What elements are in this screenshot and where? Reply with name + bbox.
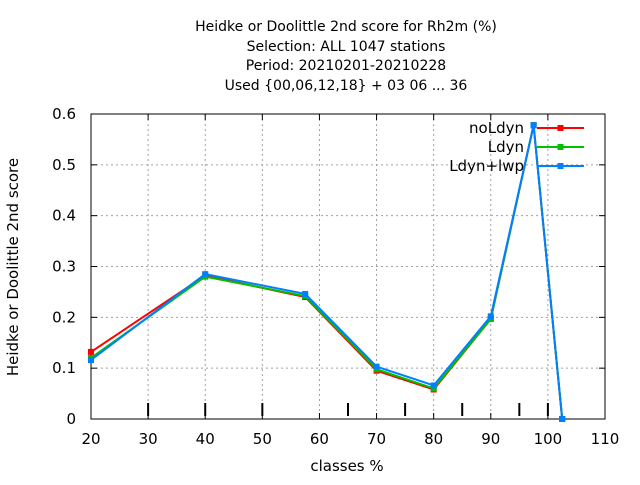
data-point	[202, 271, 209, 278]
data-point	[487, 313, 494, 320]
data-point	[559, 416, 566, 422]
data-point	[430, 385, 437, 392]
y-tick-label: 0	[66, 410, 76, 428]
data-point	[88, 348, 94, 355]
legend-label: noLdyn	[469, 119, 524, 137]
data-point	[302, 290, 309, 297]
class-marker-ticks	[147, 403, 549, 416]
x-tick-label: 30	[139, 430, 158, 448]
axes: 20 30 40 50 60 70 80 90 100 110 0 0.1 0.2 0.3 0.4 0.5 0.…	[52, 105, 619, 448]
x-axis-label: classes %	[310, 457, 383, 475]
data-point	[88, 357, 94, 364]
x-tick-label: 90	[481, 430, 500, 448]
y-tick-label: 0.5	[52, 156, 76, 174]
x-tick-label: 20	[81, 430, 100, 448]
series-lines	[88, 122, 566, 422]
x-tick-label: 110	[591, 430, 620, 448]
legend-label: Ldyn	[488, 138, 524, 156]
data-point	[373, 363, 380, 370]
y-axis-label: Heidke or Doolittle 2nd score	[4, 158, 22, 376]
title-line-3: Period: 20210201-20210228	[246, 58, 446, 74]
title-line-2: Selection: ALL 1047 stations	[247, 39, 446, 55]
y-tick-label: 0.4	[52, 207, 76, 225]
y-tick-label: 0.2	[52, 308, 76, 326]
data-point	[430, 382, 437, 389]
legend-marker	[557, 125, 564, 131]
legend-label: Ldyn+lwp	[449, 157, 524, 175]
series-ldyn-lwp	[88, 122, 566, 422]
data-point	[530, 122, 537, 129]
x-tick-label: 50	[253, 430, 272, 448]
x-tick-label: 40	[196, 430, 215, 448]
chart-title: Heidke or Doolittle 2nd score for Rh2m (…	[195, 19, 497, 94]
x-tick-label: 80	[424, 430, 443, 448]
y-tick-label: 0.1	[52, 359, 76, 377]
x-tick-label: 70	[367, 430, 386, 448]
y-tick-label: 0.3	[52, 258, 76, 276]
title-line-1: Heidke or Doolittle 2nd score for Rh2m (…	[195, 19, 497, 35]
grid	[91, 114, 605, 419]
legend-marker	[557, 163, 564, 169]
x-tick-label: 100	[534, 430, 563, 448]
y-tick-label: 0.6	[52, 105, 76, 123]
x-tick-label: 60	[310, 430, 329, 448]
legend-marker	[557, 144, 564, 150]
series-line	[90, 124, 564, 420]
title-line-4: Used {00,06,12,18} + 03 06 ... 36	[225, 78, 468, 94]
